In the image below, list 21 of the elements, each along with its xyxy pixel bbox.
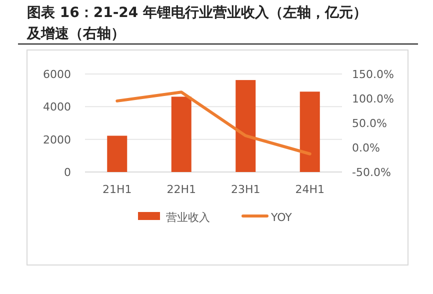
bar bbox=[236, 80, 256, 172]
legend-label: YOY bbox=[270, 211, 292, 224]
y-tick-label: 0 bbox=[64, 166, 71, 179]
x-tick-label: 22H1 bbox=[166, 183, 196, 196]
x-tick-label: 21H1 bbox=[102, 183, 132, 196]
chart-title: 图表 16：21-24 年锂电行业营业收入（左轴，亿元）及增速（右轴） bbox=[26, 5, 368, 42]
y-tick-label: 2000 bbox=[43, 133, 71, 146]
y2-tick-label: 100.0% bbox=[352, 92, 394, 106]
y2-tick-label: 50.0% bbox=[352, 117, 387, 130]
bar bbox=[107, 136, 128, 172]
y-tick-label: 6000 bbox=[43, 68, 71, 81]
bar bbox=[171, 96, 192, 172]
y2-tick-label: -50.0% bbox=[352, 166, 391, 179]
x-tick-label: 24H1 bbox=[295, 183, 325, 196]
bar bbox=[300, 92, 320, 172]
y2-tick-label: 150.0% bbox=[352, 68, 394, 81]
y2-tick-label: 0.0% bbox=[352, 142, 380, 154]
line-series bbox=[116, 90, 312, 156]
y-tick-label: 4000 bbox=[43, 100, 71, 114]
x-tick-label: 23H1 bbox=[230, 183, 260, 196]
legend-label: 营业收入 bbox=[166, 211, 210, 224]
